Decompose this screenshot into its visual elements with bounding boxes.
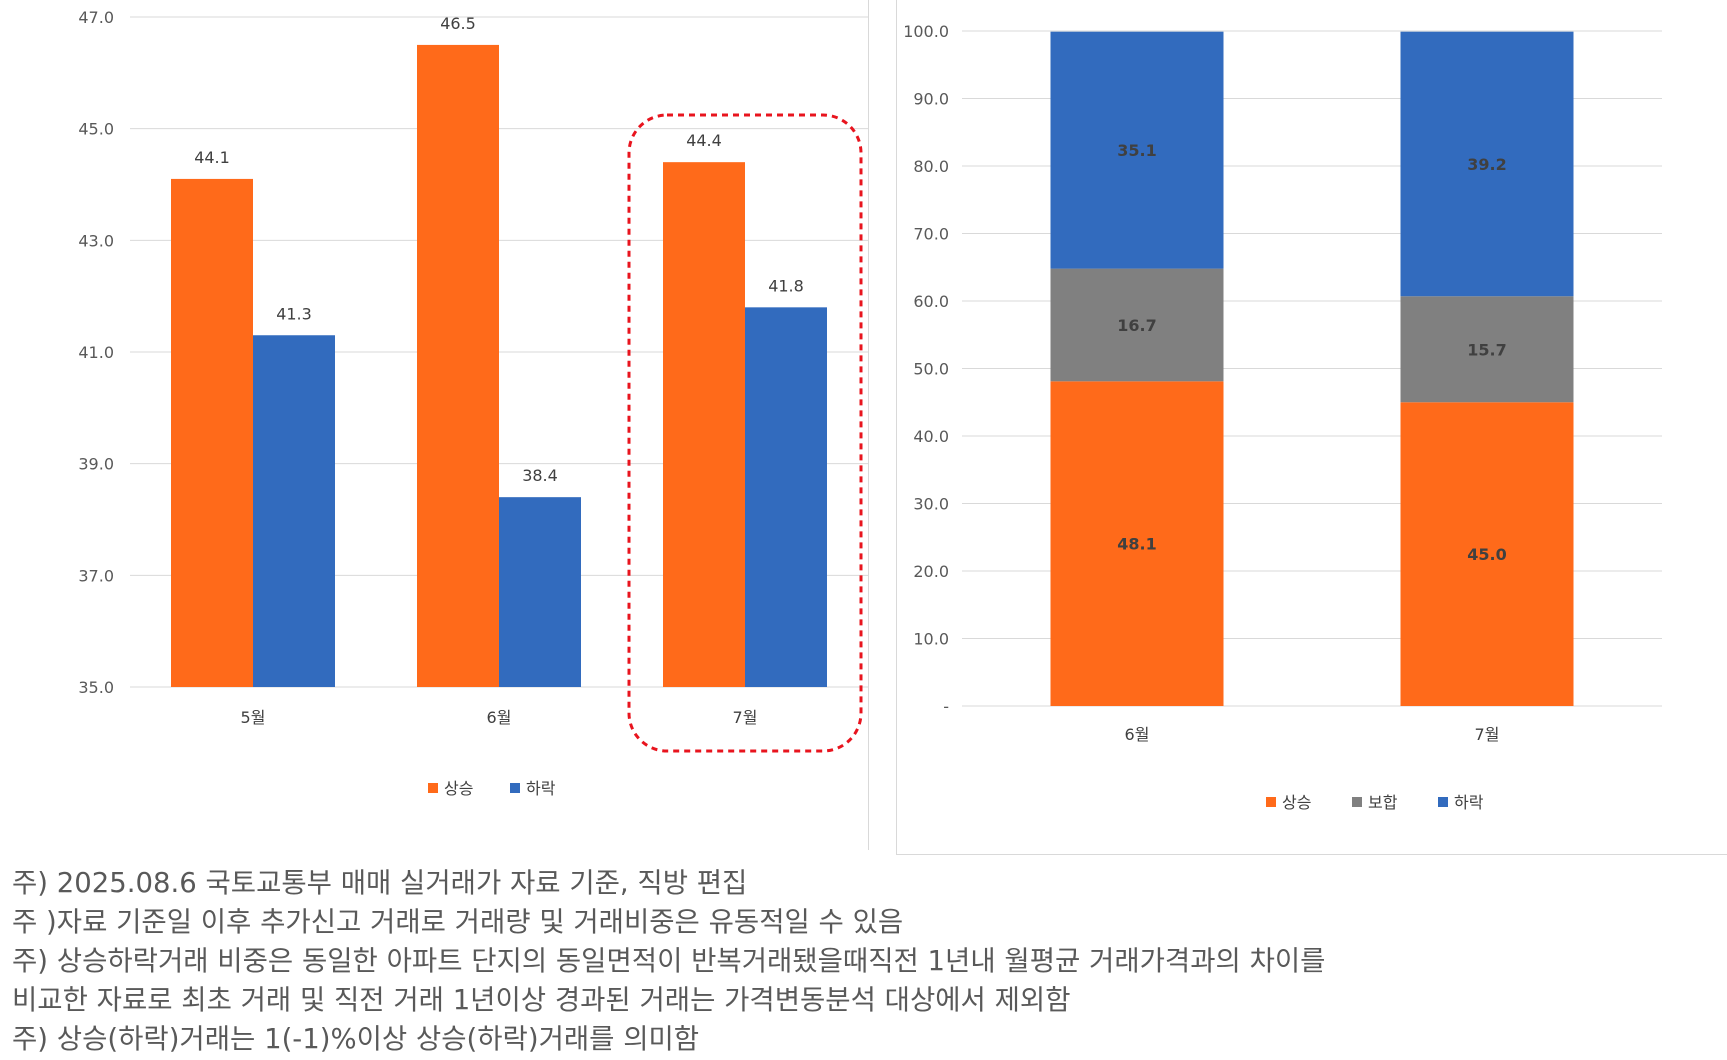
footnote-line: 비교한 자료로 최초 거래 및 직전 거래 1년이상 경과된 거래는 가격변동분… [12, 984, 1071, 1016]
left-bar-chart: 47.0 45.0 43.0 41.0 39.0 37.0 35.0 44.1 41.3 5월 46… [78, 8, 868, 798]
right-stacked-bar-chart: 100.0 90.0 80.0 70.0 60.0 50.0 40.0 30.0 20.0 10.… [903, 22, 1662, 812]
stacked-segment-하락 [1050, 31, 1224, 269]
y-tick-label: 40.0 [913, 427, 949, 446]
legend-swatch [428, 783, 438, 793]
bar-value-label: 38.4 [522, 466, 558, 485]
right-panel-left-border [896, 0, 897, 855]
y-tick-label: 35.0 [78, 678, 114, 697]
y-tick-label: 50.0 [913, 360, 949, 379]
highlight-dashed-box [627, 113, 863, 753]
segment-value-label: 45.0 [1467, 545, 1506, 564]
y-tick-label: 45.0 [78, 120, 114, 139]
stacked-segment-상승 [1400, 402, 1574, 706]
right-panel-bottom-border [896, 854, 1727, 855]
bar-상승 [171, 178, 253, 687]
y-tick-label: 30.0 [913, 495, 949, 514]
legend-swatch [510, 783, 520, 793]
bar-value-label: 41.3 [276, 304, 312, 323]
bar-value-label: 44.1 [194, 148, 230, 167]
y-tick-label: 43.0 [78, 231, 114, 250]
bar-하락 [745, 307, 827, 687]
y-tick-label: 100.0 [903, 22, 949, 41]
bar-value-label: 41.8 [768, 276, 804, 295]
y-tick-label: 37.0 [78, 566, 114, 585]
bar-상승 [663, 162, 745, 687]
y-tick-label: 39.0 [78, 455, 114, 474]
x-category-label: 6월 [1125, 725, 1150, 744]
footnote-line: 주) 2025.08.6 국토교통부 매매 실거래가 자료 기준, 직방 편집 [12, 867, 748, 899]
bar-value-label: 46.5 [440, 14, 476, 33]
legend-swatch [1352, 797, 1362, 807]
footnotes: 주) 2025.08.6 국토교통부 매매 실거래가 자료 기준, 직방 편집 … [12, 864, 1712, 1059]
bar-value-label: 44.4 [686, 131, 722, 150]
bar-하락 [253, 335, 335, 687]
bar-상승 [417, 44, 499, 687]
footnote-line: 주) 상승(하락)거래는 1(-1)%이상 상승(하락)거래를 의미함 [12, 1023, 700, 1055]
legend-label: 하락 [1454, 793, 1484, 812]
stacked-segment-상승 [1050, 381, 1224, 706]
x-category-label: 7월 [1475, 725, 1500, 744]
x-category-label: 7월 [733, 708, 758, 727]
footnote-line: 주) 상승하락거래 비중은 동일한 아파트 단지의 동일면적이 반복거래됐을때직… [12, 945, 1326, 977]
segment-value-label: 48.1 [1117, 535, 1156, 554]
y-tick-label: 10.0 [913, 630, 949, 649]
y-tick-label: 60.0 [913, 292, 949, 311]
footnote-line: 주 )자료 기준일 이후 추가신고 거래로 거래량 및 거래비중은 유동적일 수… [12, 906, 904, 938]
left-panel-border [868, 0, 869, 850]
segment-value-label: 16.7 [1117, 316, 1156, 335]
segment-value-label: 35.1 [1117, 141, 1156, 160]
legend-label: 상승 [444, 779, 473, 798]
legend-label: 하락 [526, 779, 556, 798]
legend-label: 상승 [1282, 793, 1311, 812]
y-tick-label: 20.0 [913, 562, 949, 581]
x-category-label: 6월 [487, 708, 512, 727]
y-tick-label: - [943, 697, 949, 716]
bar-하락 [499, 497, 581, 687]
legend-swatch [1266, 797, 1276, 807]
segment-value-label: 15.7 [1467, 340, 1506, 359]
y-tick-label: 47.0 [78, 8, 114, 27]
y-tick-label: 70.0 [913, 225, 949, 244]
legend-label: 보합 [1368, 793, 1398, 812]
y-tick-label: 90.0 [913, 90, 949, 109]
stacked-segment-보합 [1400, 296, 1574, 403]
stacked-segment-보합 [1050, 268, 1224, 382]
y-tick-label: 80.0 [913, 157, 949, 176]
legend-swatch [1438, 797, 1448, 807]
x-category-label: 5월 [241, 708, 266, 727]
y-tick-label: 41.0 [78, 343, 114, 362]
stacked-segment-하락 [1400, 31, 1574, 297]
segment-value-label: 39.2 [1467, 155, 1506, 174]
